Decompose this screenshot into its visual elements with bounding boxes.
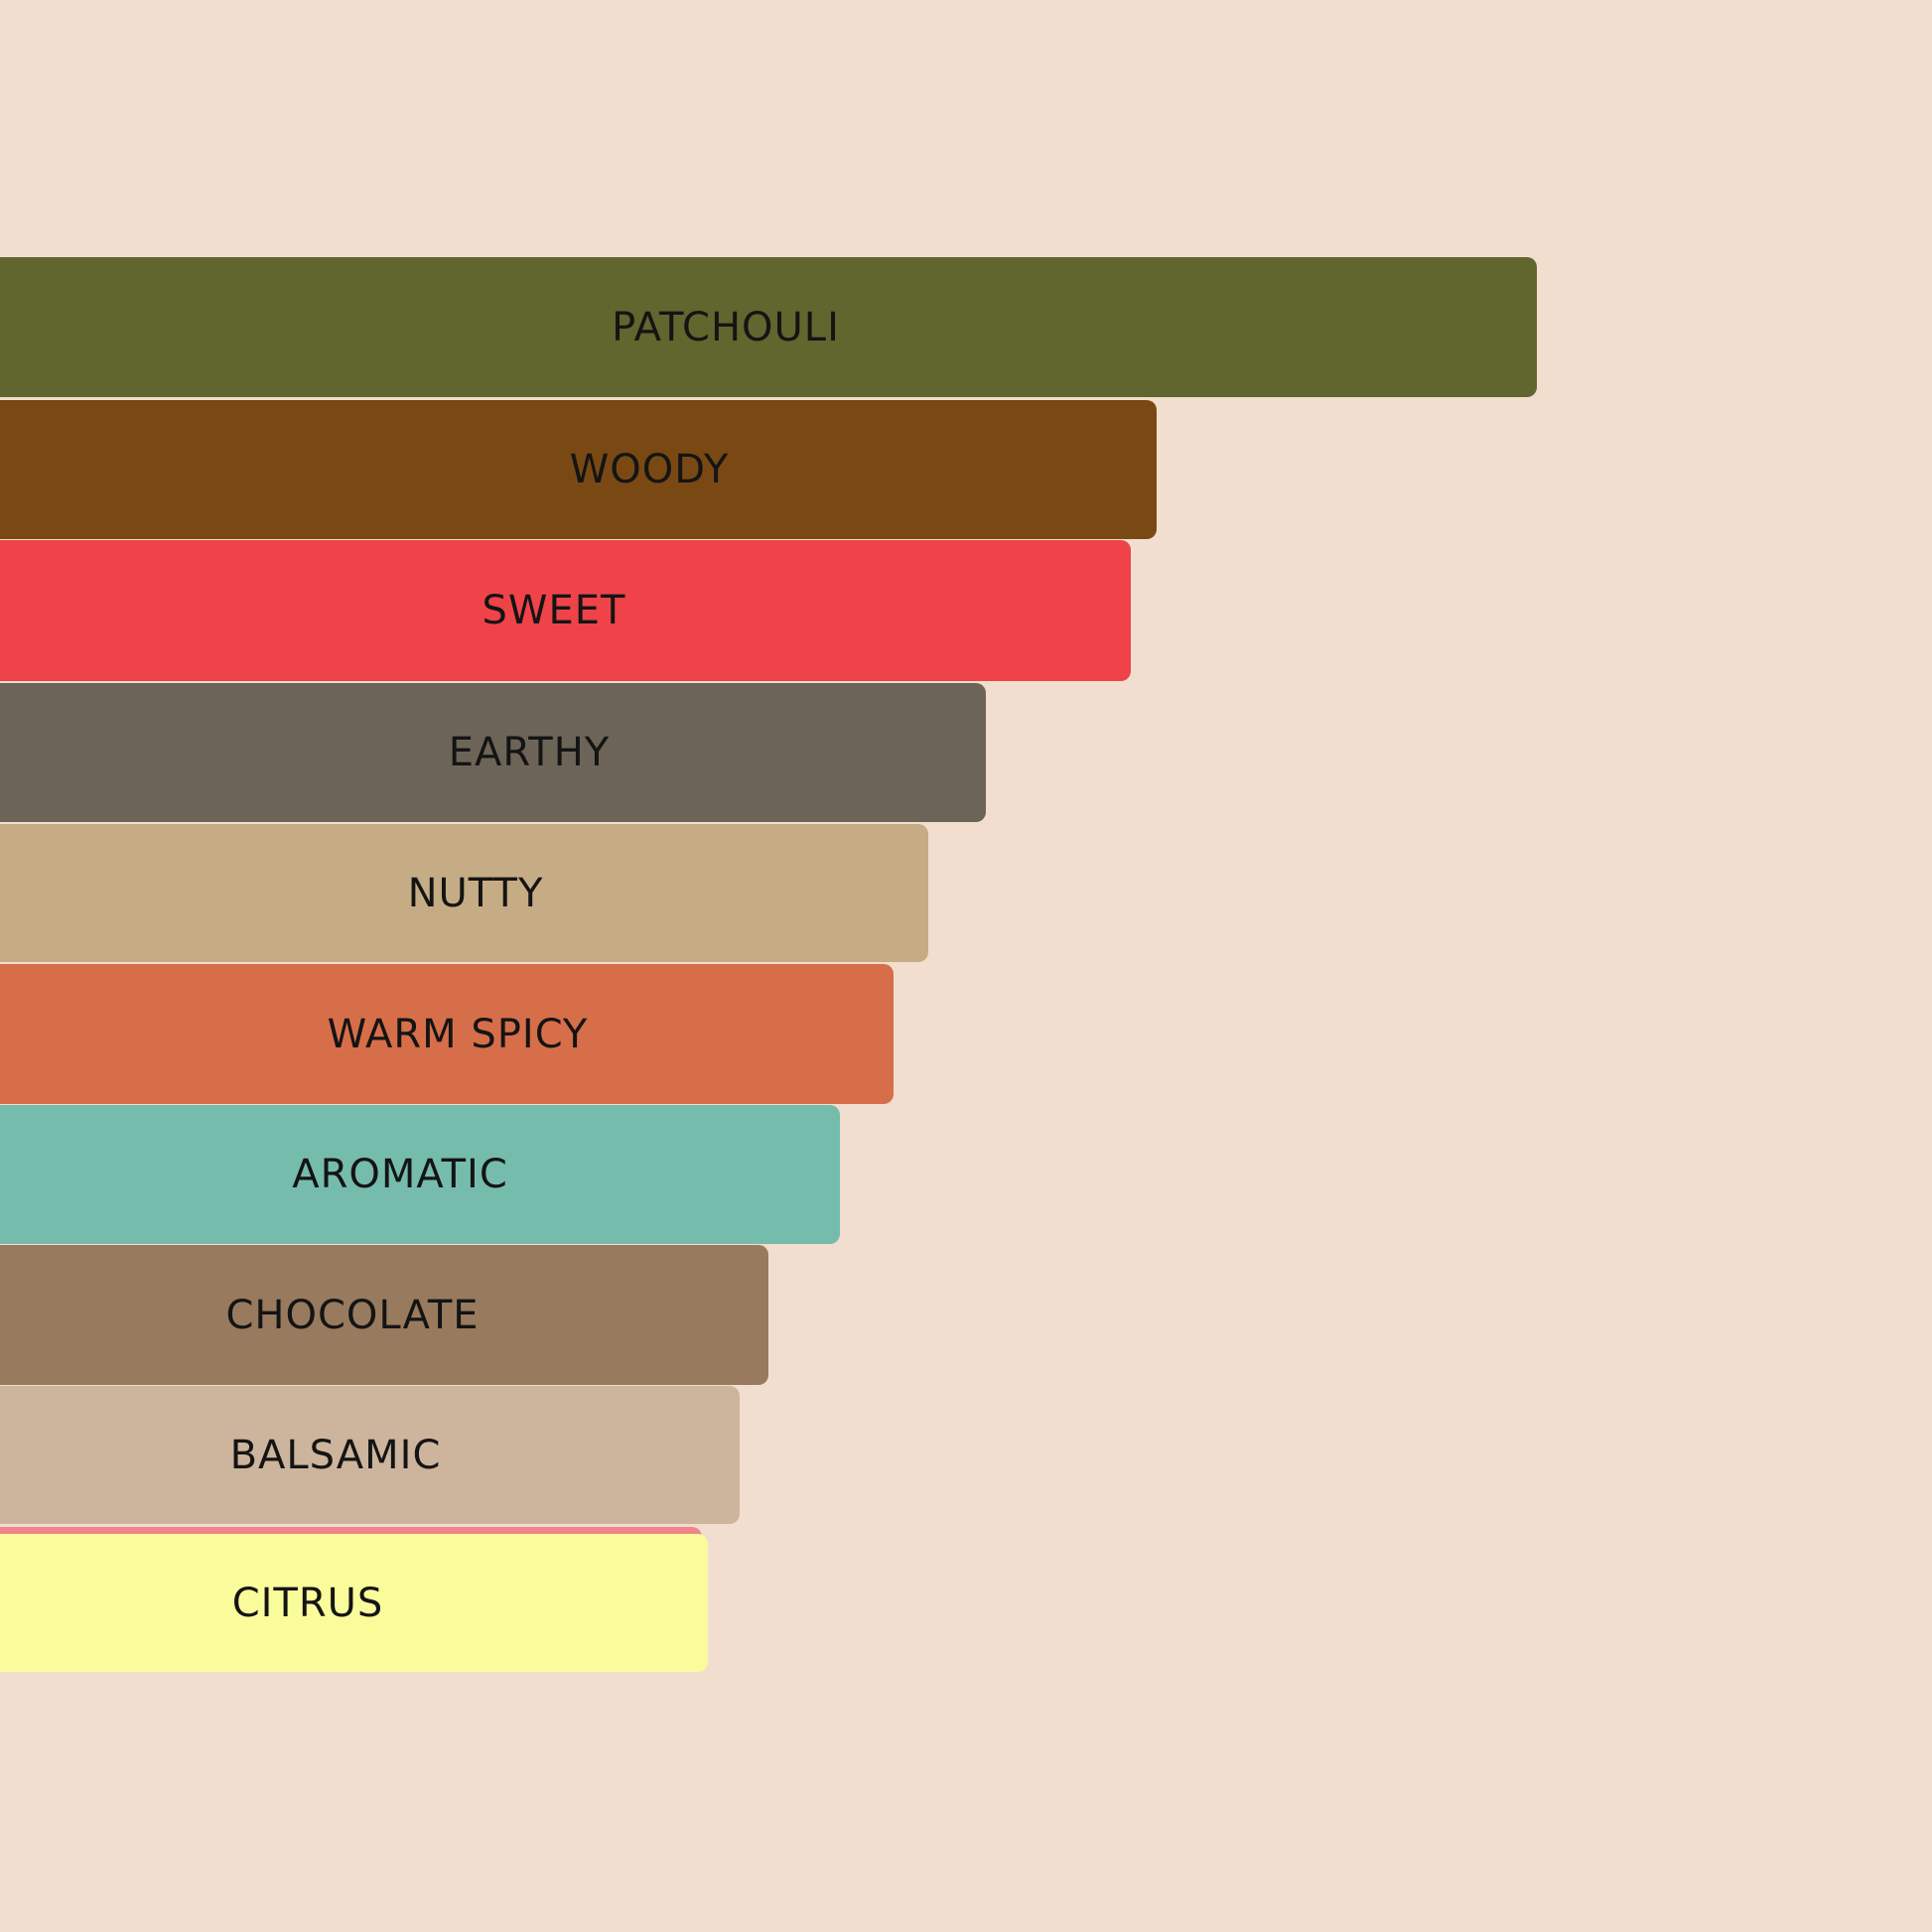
bar-chocolate: CHOCOLATE [0, 1245, 768, 1385]
bar-label-citrus: CITRUS [231, 1580, 384, 1626]
bar-balsamic: BALSAMIC [0, 1386, 740, 1524]
bar-label-aromatic: AROMATIC [292, 1152, 508, 1197]
bar-label-earthy: EARTHY [448, 730, 611, 775]
bar-woody: WOODY [0, 400, 1157, 539]
bar-label-sweet: SWEET [482, 588, 626, 633]
bar-label-warm-spicy: WARM SPICY [327, 1011, 589, 1057]
bar-label-patchouli: PATCHOULI [612, 304, 840, 350]
bar-label-balsamic: BALSAMIC [229, 1432, 442, 1478]
bar-earthy: EARTHY [0, 683, 986, 822]
bar-patchouli: PATCHOULI [0, 257, 1537, 397]
bar-sweet: SWEET [0, 540, 1131, 681]
bar-aromatic: AROMATIC [0, 1105, 840, 1244]
bar-label-nutty: NUTTY [407, 870, 544, 916]
bar-label-woody: WOODY [569, 447, 730, 492]
bar-citrus: CITRUS [0, 1534, 708, 1672]
bar-nutty: NUTTY [0, 824, 928, 962]
bar-warm-spicy: WARM SPICY [0, 964, 894, 1104]
bar-label-chocolate: CHOCOLATE [225, 1292, 480, 1338]
